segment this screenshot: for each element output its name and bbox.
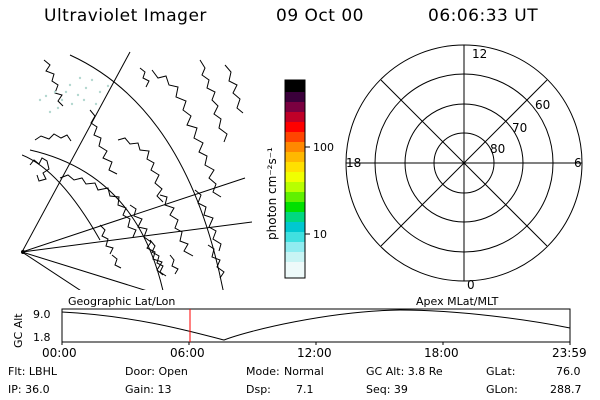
colorbar-tick-10: 10 [313, 228, 327, 241]
time-label: 06:06:33 UT [428, 6, 539, 26]
meridian-line [22, 221, 252, 253]
geographic-map [22, 51, 252, 290]
altitude-axis-label: GC Alt [12, 313, 25, 348]
emission-dots [38, 76, 110, 114]
ip-info: IP: 36.0 [8, 383, 50, 396]
coastline [99, 224, 122, 269]
lat-label-60: 60 [535, 98, 550, 112]
geographic-panel-label: Geographic Lat/Lon [68, 295, 175, 308]
coastline [43, 59, 150, 107]
coastline [59, 174, 137, 238]
mlt-label-12: 12 [472, 47, 487, 61]
glat-value: 76.0 [556, 365, 581, 378]
latitude-circle [69, 54, 224, 290]
coastline [129, 204, 164, 276]
time-tick-1800: 18:00 [424, 346, 459, 360]
mode-value: Normal [284, 365, 324, 378]
mlt-label-18: 18 [346, 156, 361, 170]
dsp-value: 7.1 [296, 383, 314, 396]
color-scale-bar [284, 79, 310, 279]
polar-mlat-mlt-plot [345, 44, 583, 282]
meridian-line [22, 251, 146, 290]
altitude-plot [61, 308, 571, 345]
altitude-ytick-9: 9.0 [33, 308, 51, 321]
mode-label: Mode: [246, 365, 280, 378]
app-title: Ultraviolet Imager [44, 6, 207, 26]
colorbar-unit-label: photon cm⁻²s⁻¹ [265, 147, 279, 240]
coastline [207, 244, 225, 279]
meridian-line [22, 51, 131, 253]
mlt-line-diagonal [380, 79, 548, 247]
apex-panel-label: Apex MLat/MLT [416, 295, 499, 308]
colorbar-tick-100: 100 [313, 141, 334, 154]
coastline [194, 189, 222, 252]
lat-label-80: 80 [490, 142, 505, 156]
altitude-curve [61, 309, 571, 341]
time-tick-2359: 23:59 [552, 346, 587, 360]
glon-label: GLon: [486, 383, 518, 396]
gain-info: Gain: 13 [125, 383, 172, 396]
coastline [159, 194, 194, 257]
altitude-ytick-1-8: 1.8 [33, 331, 51, 344]
time-tick-0000: 00:00 [42, 346, 77, 360]
map-pole-marker [21, 250, 25, 254]
door-info: Door: Open [125, 365, 188, 378]
dsp-label: Dsp: [246, 383, 271, 396]
coastline [89, 109, 118, 175]
altitude-plot-frame [61, 308, 571, 343]
coastline [149, 239, 179, 277]
glon-value: 288.7 [550, 383, 582, 396]
lat-label-70: 70 [512, 121, 527, 135]
time-tick-0600: 06:00 [170, 346, 205, 360]
coastline [199, 59, 228, 143]
coastline [151, 69, 222, 198]
mlt-label-6: 6 [574, 156, 582, 170]
coastline [29, 133, 72, 182]
gc-alt-info: GC Alt: 3.8 Re [366, 365, 443, 378]
meridian-line [22, 177, 246, 253]
coastline [224, 64, 244, 114]
meridian-line [22, 251, 81, 290]
time-tick-1200: 12:00 [297, 346, 332, 360]
seq-info: Seq: 39 [366, 383, 408, 396]
latitude-circle [22, 154, 101, 241]
coastline [117, 137, 164, 203]
date-label: 09 Oct 00 [276, 6, 364, 26]
filter-info: Flt: LBHL [8, 365, 57, 378]
glat-label: GLat: [486, 365, 516, 378]
mlt-label-0: 0 [467, 278, 475, 292]
latitude-circle [29, 149, 164, 290]
